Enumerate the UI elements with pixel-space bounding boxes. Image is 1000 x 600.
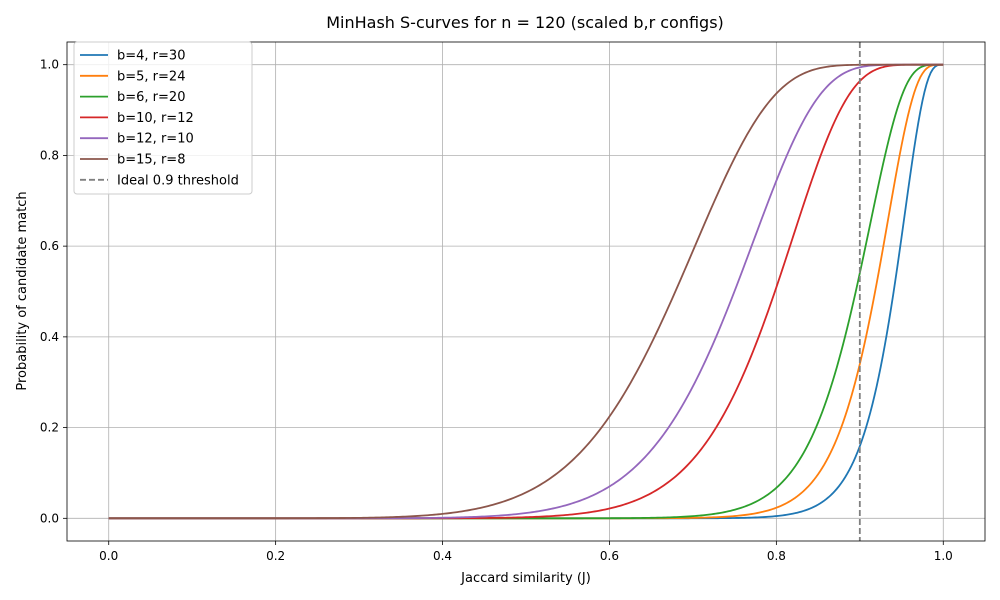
- legend-label: b=12, r=10: [117, 132, 194, 147]
- x-tick-label: 0.6: [600, 549, 619, 563]
- y-tick-label: 1.0: [40, 58, 59, 72]
- legend-label: b=5, r=24: [117, 69, 185, 84]
- legend: b=4, r=30 b=5, r=24 b=6, r=20 b=10, r=12 b=1…: [73, 41, 253, 195]
- series-line-b-15-r-8: [108, 63, 944, 520]
- legend-label: Ideal 0.9 threshold: [117, 173, 239, 188]
- legend-label: b=6, r=20: [117, 90, 185, 105]
- legend-box: [73, 41, 253, 195]
- y-tick-label: 0.4: [40, 330, 59, 344]
- legend-label: b=15, r=8: [117, 153, 185, 168]
- y-tick-label: 0.6: [40, 239, 59, 253]
- x-axis-label: Jaccard similarity (J): [460, 571, 591, 586]
- y-tick-label: 0.2: [40, 421, 59, 435]
- x-axis-ticks: 0.0 0.2 0.4 0.6 0.8 1.0: [99, 541, 953, 563]
- plot-frame: [66, 41, 986, 542]
- series-layer: [108, 63, 944, 520]
- x-tick-label: 0.2: [266, 549, 285, 563]
- y-tick-label: 0.0: [40, 511, 59, 525]
- legend-label: b=4, r=30: [117, 49, 185, 64]
- y-axis-ticks: 0.0 0.2 0.4 0.6 0.8 1.0: [40, 58, 67, 525]
- x-tick-label: 0.0: [99, 549, 118, 563]
- x-tick-label: 0.4: [433, 549, 452, 563]
- grid-layer: [67, 42, 985, 541]
- y-tick-label: 0.8: [40, 148, 59, 162]
- y-axis-label: Probability of candidate match: [15, 191, 30, 390]
- chart-title: MinHash S-curves for n = 120 (scaled b,r…: [326, 13, 724, 32]
- x-tick-label: 0.8: [767, 549, 786, 563]
- legend-label: b=10, r=12: [117, 111, 194, 126]
- x-tick-label: 1.0: [934, 549, 953, 563]
